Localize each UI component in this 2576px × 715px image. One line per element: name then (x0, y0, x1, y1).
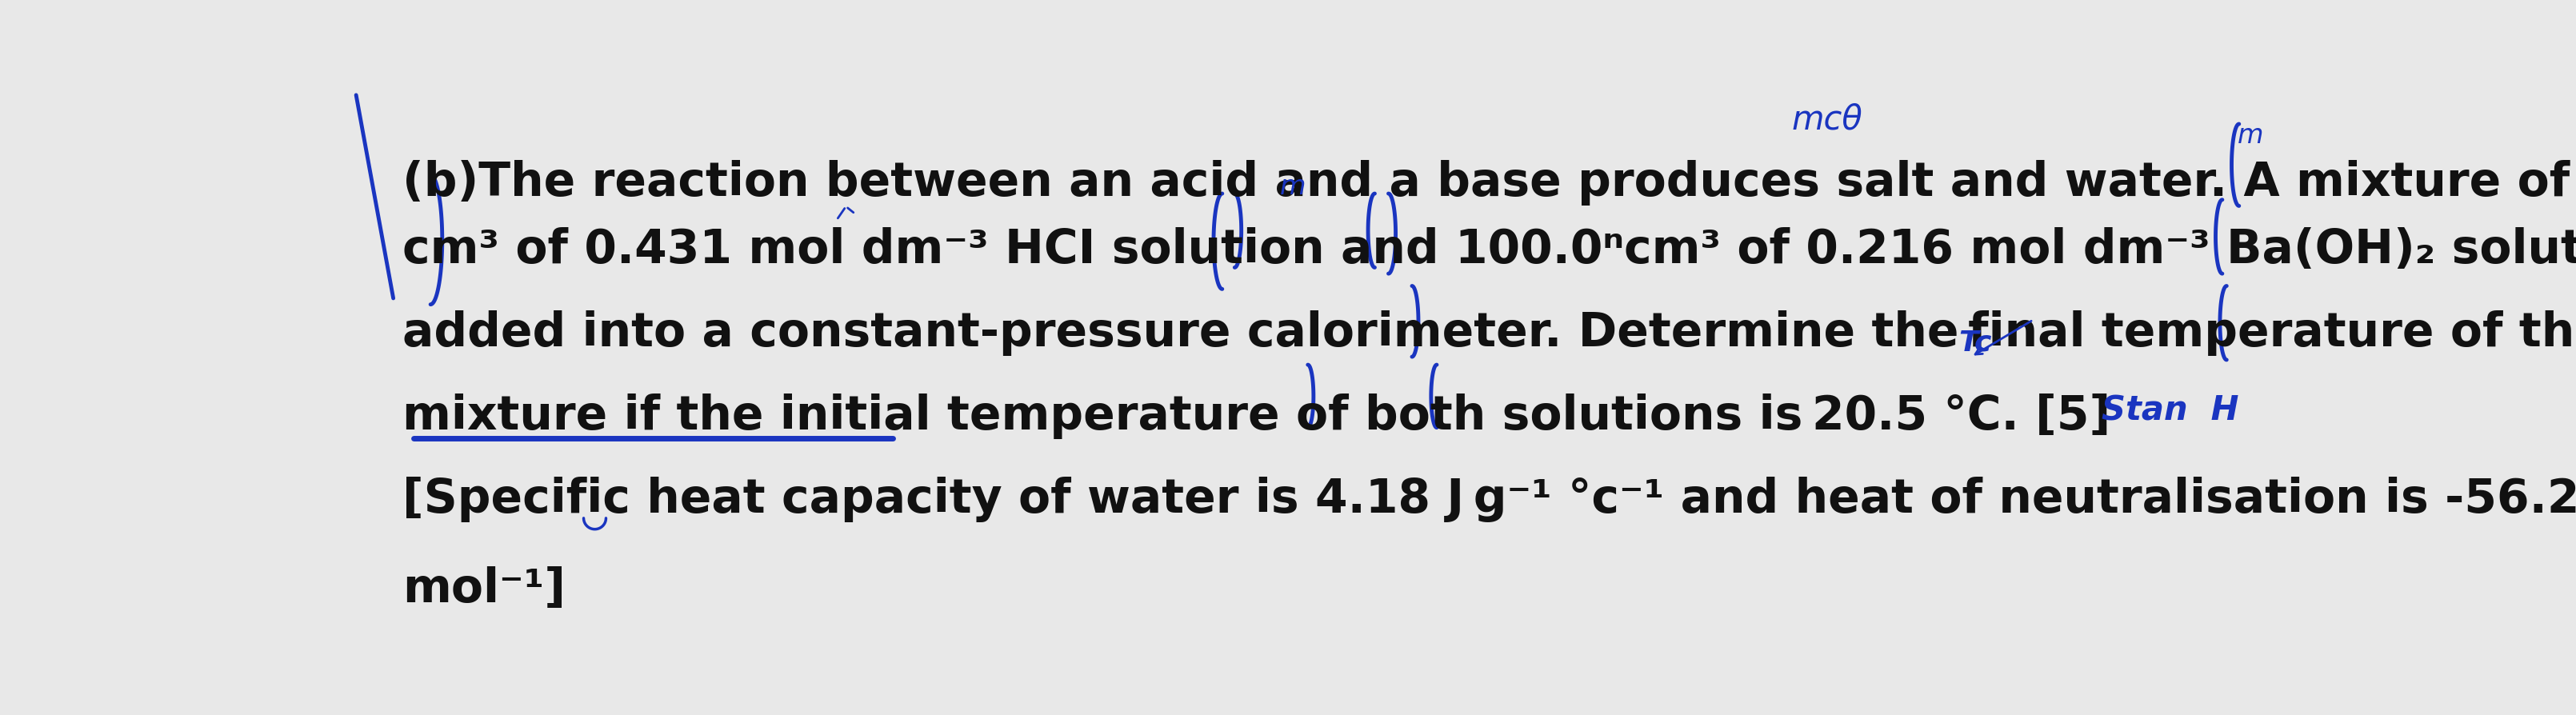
Text: mcθ: mcθ (1790, 103, 1862, 137)
Text: [Specific heat capacity of water is 4.18 J g⁻¹ °c⁻¹ and heat of neutralisation i: [Specific heat capacity of water is 4.18… (402, 477, 2576, 523)
Text: Stan  H: Stan H (2102, 394, 2239, 428)
Text: mixture if the initial temperature of both solutions is 20.5 °C. [5]: mixture if the initial temperature of bo… (402, 394, 2110, 439)
Text: added into a constant-pressure calorimeter. Determine the final temperature of t: added into a constant-pressure calorimet… (402, 310, 2576, 356)
Text: mol⁻¹]: mol⁻¹] (402, 566, 567, 612)
Text: m: m (2239, 123, 2264, 149)
Text: cm³ of 0.431 mol dm⁻³ HCI solution and 100.0ⁿcm³ of 0.216 mol dm⁻³ Ba(OH)₂ solut: cm³ of 0.431 mol dm⁻³ HCI solution and 1… (402, 227, 2576, 273)
Text: m: m (1280, 173, 1306, 199)
Text: (b)The reaction between an acid and a base produces salt and water. A mixture of: (b)The reaction between an acid and a ba… (402, 159, 2576, 205)
Text: Tc: Tc (1958, 329, 1991, 356)
